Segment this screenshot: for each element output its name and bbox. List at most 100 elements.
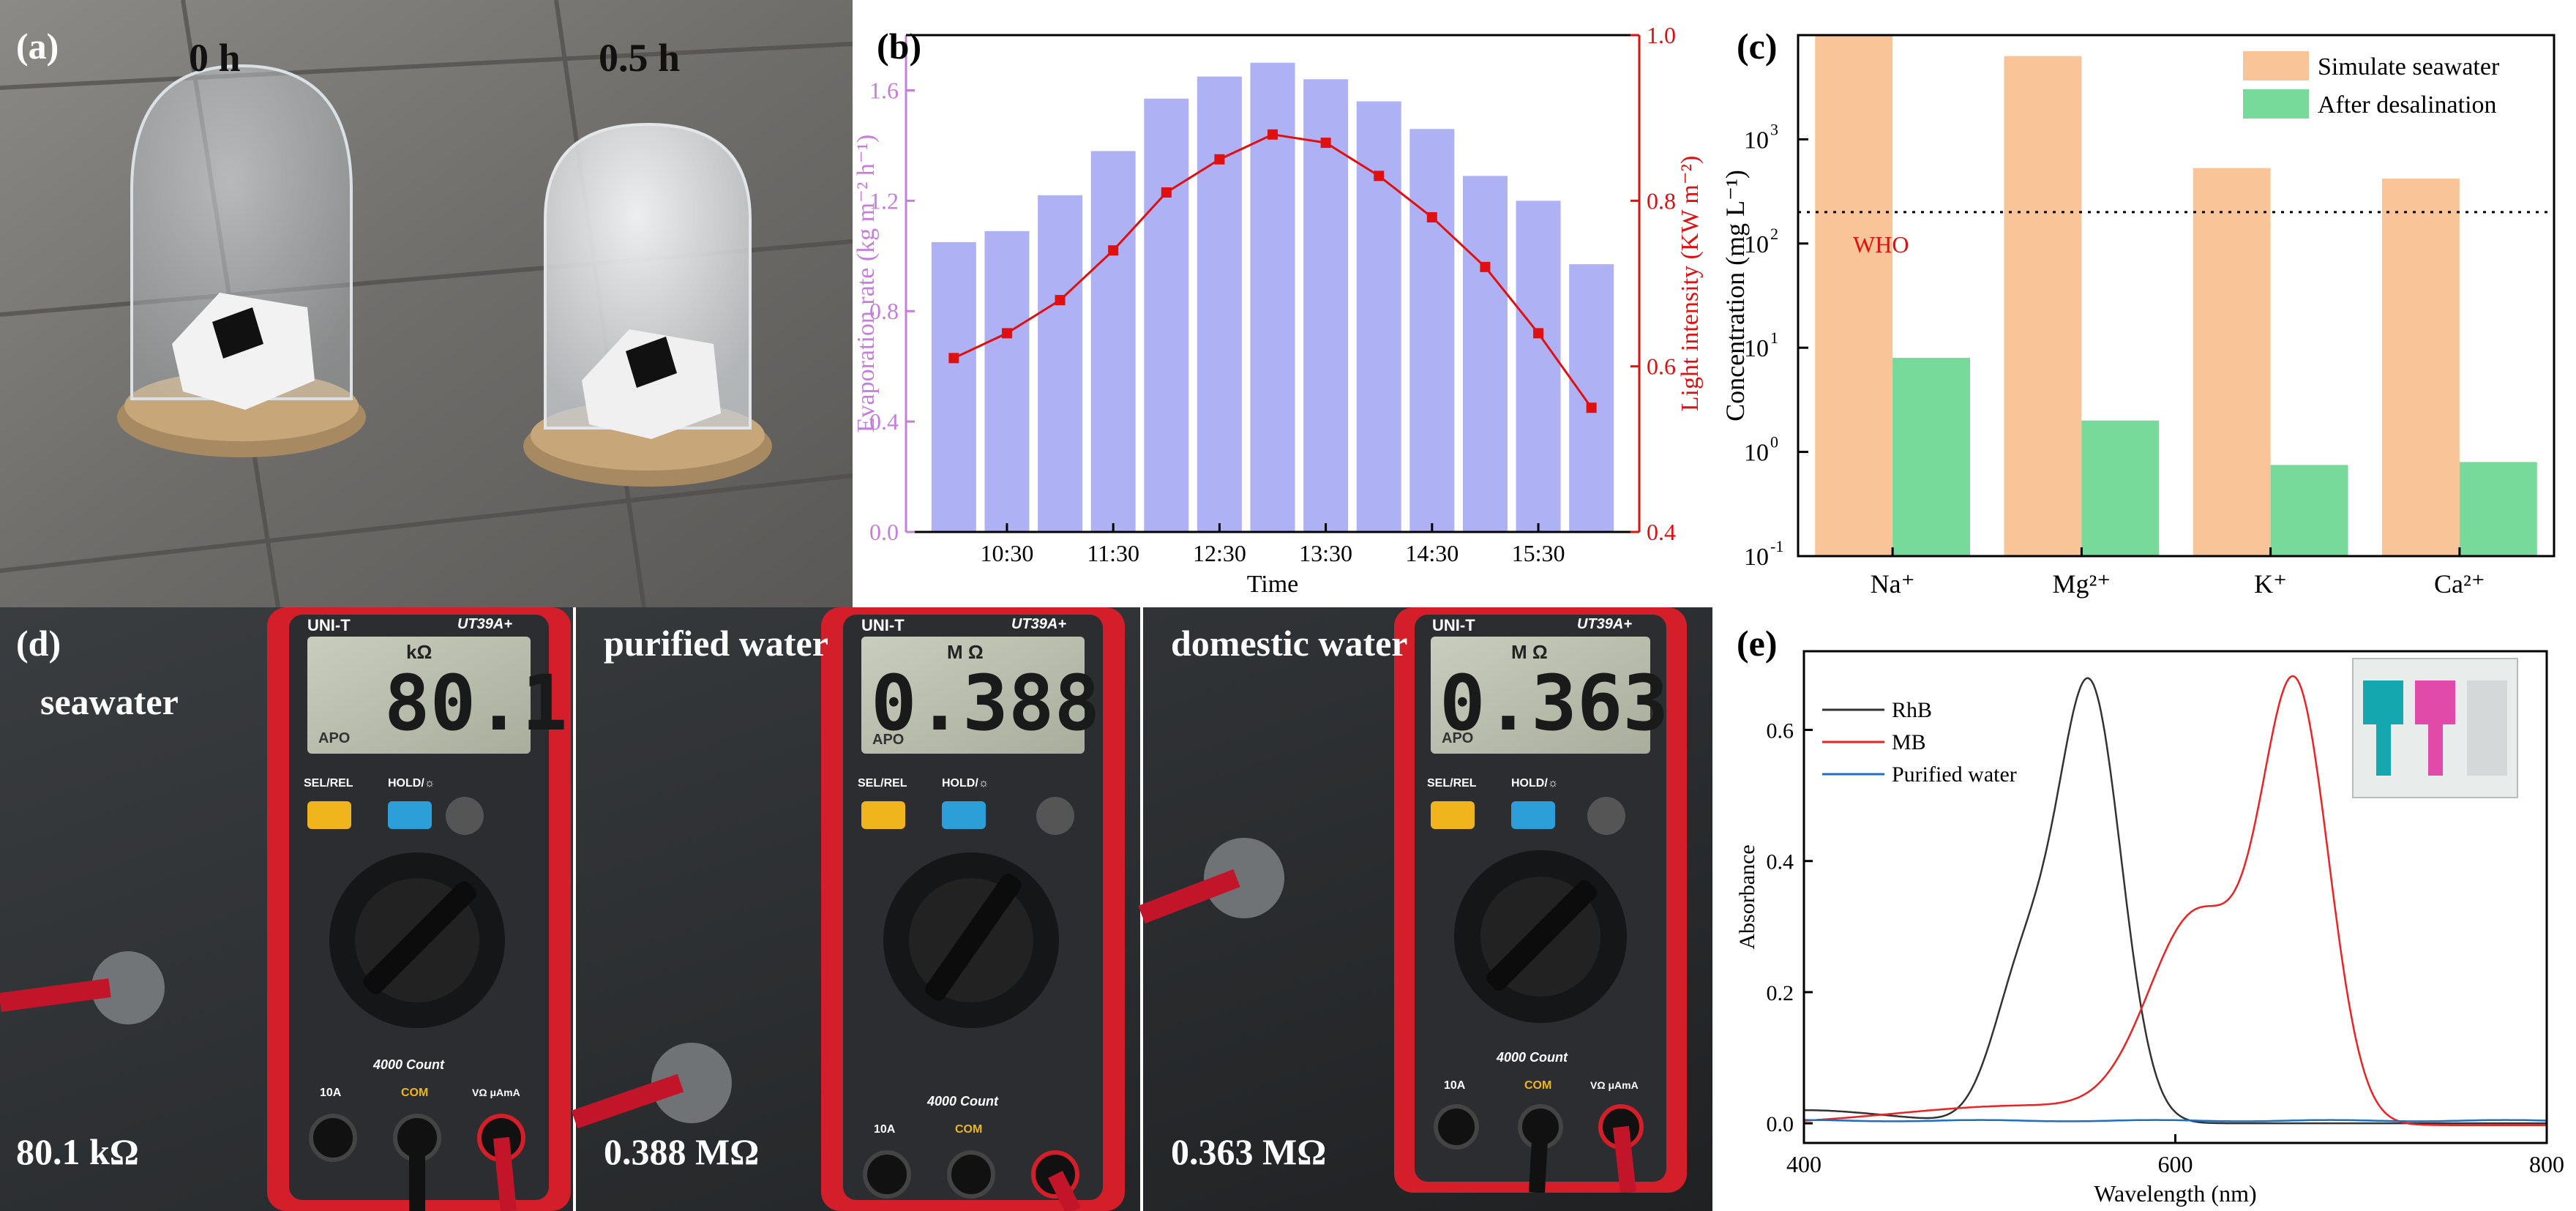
spectrum-mb xyxy=(1803,675,2547,1127)
left-tick-label: 1.6 xyxy=(869,77,899,103)
seawater-bar xyxy=(2004,56,2082,556)
evaporation-bar xyxy=(1516,200,1561,532)
light-intensity-point xyxy=(1320,138,1331,149)
x-tick-label: 800 xyxy=(2529,1151,2564,1177)
y-tick-exponent: 1 xyxy=(1770,329,1778,347)
panel-d-label: (d) xyxy=(16,623,61,664)
light-intensity-point xyxy=(1161,187,1172,198)
spectrum-rhb xyxy=(1804,677,2547,1125)
y-tick-exponent: 0 xyxy=(1770,433,1778,451)
panel-e-chart: 0.0 0.2 0.4 0.6 400 600 800 Wavelength (nm) Abso… xyxy=(1716,607,2576,1211)
time-label-05h: 0.5 h xyxy=(599,36,681,80)
light-intensity-point xyxy=(1001,328,1012,339)
x-tick-label: 12:30 xyxy=(1193,540,1246,566)
y-tick-label: 10 xyxy=(1744,231,1769,258)
panel-d-photo: UNI-T UT39A+ kΩ 80.1 APO SEL/REL HOLD/☼ … xyxy=(0,607,1712,1211)
meter-2-mode: APO xyxy=(872,732,905,748)
desalinated-bar xyxy=(2081,420,2160,556)
meter-3-mode: APO xyxy=(1442,730,1474,746)
plot-frame xyxy=(1797,34,2556,558)
desalinated-bar xyxy=(2270,465,2348,556)
y-tick-exponent: 2 xyxy=(1770,225,1778,243)
evaporation-bar xyxy=(1090,151,1136,532)
x-tick-label: 14:30 xyxy=(1405,540,1459,566)
meter-1-hold-button[interactable]: HOLD/☼ xyxy=(388,777,435,790)
meter-2-jack-com: COM xyxy=(955,1123,983,1136)
light-intensity-point xyxy=(1055,295,1066,306)
legend-label: Purified water xyxy=(1892,762,2017,787)
evaporation-bar xyxy=(931,241,976,532)
meter-3-reading: 0.363 xyxy=(1439,659,1669,748)
spectrum-purified-water xyxy=(1804,1119,2547,1122)
evaporation-chart: 0.0 0.4 0.8 1.2 1.6 0.4 0.6 0.8 1.0 10:30 11:30 12:… xyxy=(856,22,1704,598)
cuvette-rhb xyxy=(2415,681,2455,724)
meter-3-hold-button[interactable]: HOLD/☼ xyxy=(1511,777,1559,790)
meter-2-count: 4000 Count xyxy=(927,1094,999,1109)
result-domestic: 0.363 MΩ xyxy=(1171,1131,1327,1172)
left-tick-label: 1.2 xyxy=(869,187,899,214)
y-axis-title: Concentration (mg L⁻¹) xyxy=(1721,170,1750,421)
left-tick-label: 0.8 xyxy=(869,298,899,324)
category-label: K⁺ xyxy=(2254,569,2287,599)
meter-2-unit: M Ω xyxy=(947,641,984,663)
meter-1-jack-10a: 10A xyxy=(320,1087,342,1099)
who-label: WHO xyxy=(1853,231,1909,258)
meter-2-sel-button[interactable]: SEL/REL xyxy=(858,777,907,790)
meter-3-model: UT39A+ xyxy=(1577,616,1633,632)
light-intensity-point xyxy=(1374,170,1385,181)
meter-1-count: 4000 Count xyxy=(373,1057,445,1072)
meter-2-hold-button[interactable]: HOLD/☼ xyxy=(942,777,989,790)
evaporation-bar xyxy=(984,230,1030,532)
x-tick-label: 13:30 xyxy=(1299,540,1352,566)
legend-label: Simulate seawater xyxy=(2318,53,2500,80)
panel-e-label: (e) xyxy=(1737,623,1778,664)
seawater-bar xyxy=(2381,179,2460,556)
right-tick-label: 1.0 xyxy=(1647,22,1676,48)
meter-1-reading: 80.1 xyxy=(384,659,568,748)
meter-2-jack-10a: 10A xyxy=(874,1123,896,1136)
light-intensity-point xyxy=(1533,328,1544,339)
desalinated-bar xyxy=(2459,462,2537,556)
right-axis-title: Light intensity (KW m⁻²) xyxy=(1677,156,1704,412)
meter-3-jack-10a: 10A xyxy=(1444,1079,1466,1092)
meter-2-brand: UNI-T xyxy=(861,616,905,634)
multimeter-1: UNI-T UT39A+ kΩ 80.1 APO SEL/REL HOLD/☼ … xyxy=(267,607,571,1211)
meter-2-reading: 0.388 xyxy=(871,659,1101,748)
panel-b-label: (b) xyxy=(877,26,922,67)
x-tick-label: 10:30 xyxy=(981,540,1034,566)
desalinated-bar xyxy=(1892,358,1971,556)
evaporation-bar xyxy=(1569,264,1614,532)
y-axis-title: Absorbance xyxy=(1735,844,1759,949)
cuvette-rhb-stem xyxy=(2428,724,2443,776)
evaporation-bar xyxy=(1038,195,1083,532)
evaporation-bar xyxy=(1197,76,1242,533)
panel-a-photo: (a) 0 h 0.5 h xyxy=(0,0,853,607)
category-label: Ca²⁺ xyxy=(2434,569,2485,599)
meter-3-sel-button[interactable]: SEL/REL xyxy=(1427,777,1477,790)
y-tick-label: 0.2 xyxy=(1767,981,1794,1005)
time-label-0h: 0 h xyxy=(189,36,241,80)
sample-name-domestic: domestic water xyxy=(1171,623,1408,664)
meter-1-jack-v: VΩ μAmA xyxy=(472,1087,520,1098)
meter-3-brand: UNI-T xyxy=(1432,616,1475,634)
meter-1-sel-button[interactable]: SEL/REL xyxy=(304,777,353,790)
evaporation-bar xyxy=(1303,79,1349,533)
evaporation-bar xyxy=(1409,129,1455,532)
legend-swatch xyxy=(2243,89,2309,119)
light-intensity-point xyxy=(1586,402,1597,413)
sample-name-seawater: seawater xyxy=(40,681,179,722)
x-tick-label: 15:30 xyxy=(1512,540,1565,566)
y-tick-label: 10 xyxy=(1744,440,1769,467)
light-intensity-point xyxy=(1480,261,1491,272)
legend-label: MB xyxy=(1892,730,1926,754)
light-intensity-point xyxy=(1108,245,1119,256)
y-tick-label: 10 xyxy=(1744,544,1769,571)
meter-1-model: UT39A+ xyxy=(457,616,513,632)
x-tick-label: 400 xyxy=(1786,1151,1821,1177)
evaporation-bar xyxy=(1462,176,1508,532)
x-axis-title: Time xyxy=(1247,571,1299,598)
y-tick-label: 0.0 xyxy=(1767,1112,1794,1136)
meter-2-model: UT39A+ xyxy=(1011,616,1067,632)
light-intensity-point xyxy=(1268,129,1278,140)
